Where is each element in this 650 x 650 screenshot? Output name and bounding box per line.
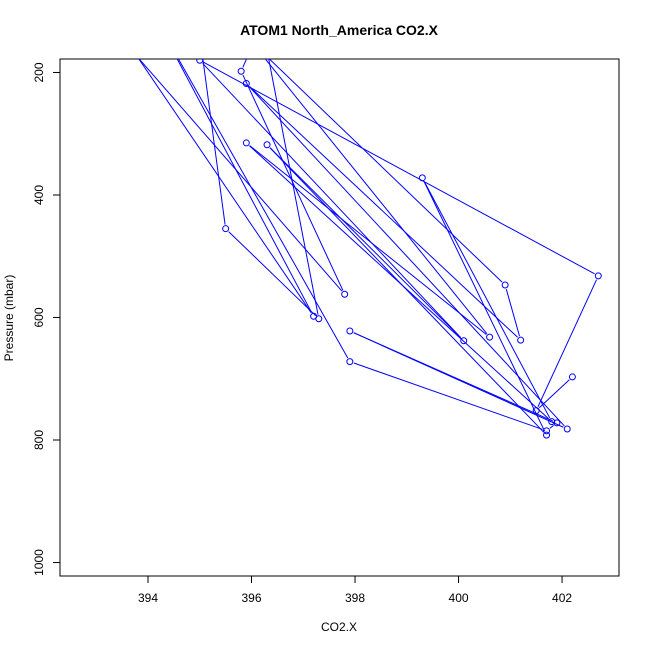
series-line-segment [538,379,570,409]
x-tick-label: 394 [138,591,158,605]
series-line-segment [242,74,344,291]
data-point [460,337,468,345]
x-axis-label: CO2.X [321,620,357,634]
y-tick-label: 200 [32,62,46,82]
data-point [501,281,509,289]
series-line-segment [537,279,597,408]
y-tick-label: 1000 [32,549,46,576]
series-line-segment [177,59,349,359]
data-point [263,141,271,149]
chart-title: ATOM1 North_America CO2.X [240,22,439,38]
data-point [548,418,556,426]
series-line-segment [268,59,503,283]
data-point [568,373,576,381]
data-point [237,67,245,75]
series-line-segment [269,147,544,433]
series-line-segment [264,59,488,335]
series-line-segment [202,59,226,225]
data-point [346,327,354,335]
data-point [222,225,230,233]
x-tick-label: 398 [345,591,365,605]
series-line-segment [505,288,521,337]
data-point [563,425,571,433]
x-axis: 394 396 398 400 402 [138,575,572,605]
series-line-segment [353,332,564,428]
data-point [346,358,354,366]
data-point [341,290,349,298]
series-line-segment [353,362,543,430]
data-point [543,427,551,435]
series-line-segment [138,59,343,292]
data-point [594,272,602,280]
y-tick-label: 400 [32,185,46,205]
data-point [543,431,551,439]
x-tick-label: 400 [449,591,469,605]
data-point [196,59,204,64]
series-line-segment [176,59,313,313]
data-point [242,139,250,147]
series-line-segment [248,86,565,427]
data-point [310,312,318,320]
x-tick-label: 396 [241,591,261,605]
x-tick-label: 402 [552,591,572,605]
data-point [553,419,561,427]
series-line-segment [202,62,462,339]
series-line-segment [269,147,462,339]
data-point [242,80,250,88]
data-point [517,336,525,344]
y-tick-label: 800 [32,430,46,450]
y-axis-label: Pressure (mbar) [2,275,16,362]
series-line-segment [249,86,518,338]
series-line-segment [549,425,554,429]
series-line-segment [423,181,551,419]
y-axis: 200 400 600 800 1000 [32,62,61,576]
series-group [138,59,602,439]
series-line-segment [423,181,546,432]
series-line-segment [242,59,248,68]
series-line-segment [203,61,595,275]
data-point [486,333,494,341]
series-line-segment [249,145,487,335]
data-point [418,174,426,182]
series-line-segment [138,59,312,314]
data-point [532,407,540,415]
series-line-segment [228,231,317,317]
y-tick-label: 600 [32,307,46,327]
